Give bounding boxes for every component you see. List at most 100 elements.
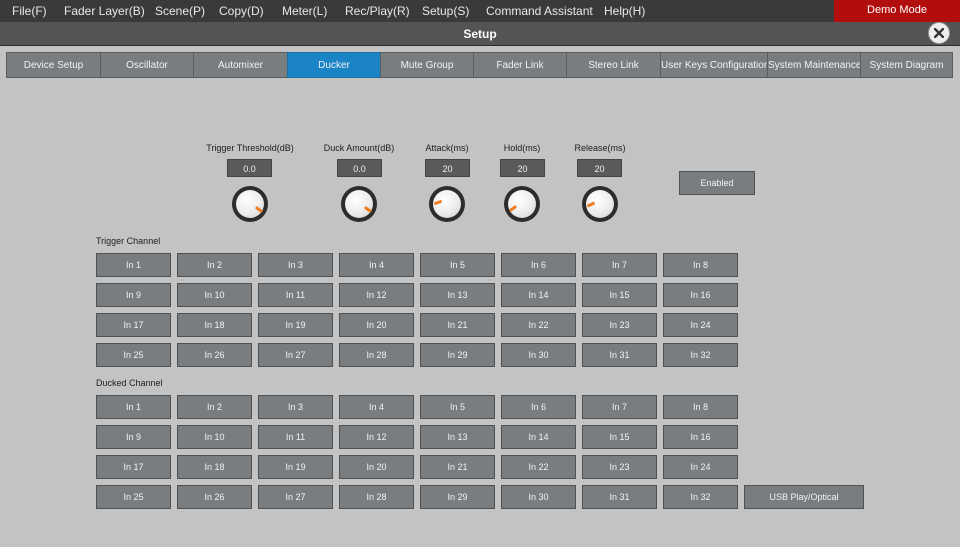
duck-amount-label: Duck Amount(dB) (323, 143, 395, 153)
release-value[interactable]: 20 (577, 159, 622, 177)
trigger-channel-button[interactable]: In 31 (582, 343, 657, 367)
menu-fader-layer[interactable]: Fader Layer(B) (64, 4, 145, 18)
tab-oscillator[interactable]: Oscillator (100, 52, 193, 78)
ducked-channel-button[interactable]: In 7 (582, 395, 657, 419)
trigger-channel-button[interactable]: In 27 (258, 343, 333, 367)
trigger-channel-button[interactable]: In 14 (501, 283, 576, 307)
trigger-channel-button[interactable]: In 16 (663, 283, 738, 307)
ducked-channel-button[interactable]: In 8 (663, 395, 738, 419)
ducked-channel-button[interactable]: In 29 (420, 485, 495, 509)
ducked-channel-button[interactable]: In 17 (96, 455, 171, 479)
hold-value[interactable]: 20 (500, 159, 545, 177)
trigger-channel-button[interactable]: In 15 (582, 283, 657, 307)
tab-user-keys-configuration[interactable]: User Keys Configuration (660, 52, 769, 78)
trigger-threshold-value[interactable]: 0.0 (227, 159, 272, 177)
trigger-channel-button[interactable]: In 17 (96, 313, 171, 337)
trigger-channel-button[interactable]: In 23 (582, 313, 657, 337)
ducked-channel-button[interactable]: In 4 (339, 395, 414, 419)
ducked-channel-button[interactable]: In 9 (96, 425, 171, 449)
trigger-channel-button[interactable]: In 19 (258, 313, 333, 337)
tab-system-diagram[interactable]: System Diagram (860, 52, 953, 78)
trigger-channel-button[interactable]: In 3 (258, 253, 333, 277)
hold-knob[interactable] (504, 186, 540, 222)
ducked-channel-button[interactable]: In 27 (258, 485, 333, 509)
trigger-channel-button[interactable]: In 2 (177, 253, 252, 277)
trigger-channel-button[interactable]: In 5 (420, 253, 495, 277)
close-button[interactable] (928, 22, 950, 44)
ducked-channel-button[interactable]: In 25 (96, 485, 171, 509)
knob-cap (508, 190, 536, 218)
trigger-channel-button[interactable]: In 21 (420, 313, 495, 337)
trigger-channel-button[interactable]: In 22 (501, 313, 576, 337)
release-knob[interactable] (582, 186, 618, 222)
trigger-channel-button[interactable]: In 11 (258, 283, 333, 307)
trigger-channel-button[interactable]: In 9 (96, 283, 171, 307)
trigger-channel-button[interactable]: In 30 (501, 343, 576, 367)
knob-cap (236, 190, 264, 218)
attack-value[interactable]: 20 (425, 159, 470, 177)
trigger-channel-button[interactable]: In 29 (420, 343, 495, 367)
menu-meter[interactable]: Meter(L) (282, 4, 328, 18)
trigger-channel-button[interactable]: In 20 (339, 313, 414, 337)
menu-scene[interactable]: Scene(P) (155, 4, 206, 18)
tab-mute-group[interactable]: Mute Group (380, 52, 473, 78)
ducked-channel-button[interactable]: In 22 (501, 455, 576, 479)
trigger-channel-button[interactable]: In 13 (420, 283, 495, 307)
tab-fader-link[interactable]: Fader Link (473, 52, 566, 78)
tab-automixer[interactable]: Automixer (193, 52, 287, 78)
tab-stereo-link[interactable]: Stereo Link (566, 52, 660, 78)
ducked-channel-button[interactable]: In 3 (258, 395, 333, 419)
usb-play-optical-button[interactable]: USB Play/Optical (744, 485, 864, 509)
trigger-channel-button[interactable]: In 18 (177, 313, 252, 337)
ducked-channel-button[interactable]: In 1 (96, 395, 171, 419)
trigger-channel-button[interactable]: In 12 (339, 283, 414, 307)
trigger-channel-button[interactable]: In 26 (177, 343, 252, 367)
ducked-channel-button[interactable]: In 10 (177, 425, 252, 449)
menu-setup[interactable]: Setup(S) (422, 4, 470, 18)
ducked-channel-button[interactable]: In 11 (258, 425, 333, 449)
ducked-channel-button[interactable]: In 5 (420, 395, 495, 419)
ducked-channel-button[interactable]: In 23 (582, 455, 657, 479)
tab-ducker[interactable]: Ducker (287, 52, 380, 78)
trigger-threshold-knob[interactable] (232, 186, 268, 222)
attack-knob[interactable] (429, 186, 465, 222)
trigger-channel-button[interactable]: In 7 (582, 253, 657, 277)
ducked-channel-button[interactable]: In 12 (339, 425, 414, 449)
ducked-channel-button[interactable]: In 20 (339, 455, 414, 479)
ducked-channel-button[interactable]: In 24 (663, 455, 738, 479)
ducked-channel-button[interactable]: In 19 (258, 455, 333, 479)
ducked-channel-button[interactable]: In 16 (663, 425, 738, 449)
trigger-channel-button[interactable]: In 25 (96, 343, 171, 367)
enabled-button[interactable]: Enabled (679, 171, 755, 195)
trigger-channel-button[interactable]: In 10 (177, 283, 252, 307)
ducked-channel-button[interactable]: In 13 (420, 425, 495, 449)
ducked-channel-button[interactable]: In 28 (339, 485, 414, 509)
menu-help[interactable]: Help(H) (604, 4, 646, 18)
ducked-channel-button[interactable]: In 21 (420, 455, 495, 479)
ducked-channel-button[interactable]: In 31 (582, 485, 657, 509)
tab-device-setup[interactable]: Device Setup (6, 52, 100, 78)
trigger-channel-button[interactable]: In 28 (339, 343, 414, 367)
tab-system-maintenance[interactable]: System Maintenance (767, 52, 861, 78)
ducked-channel-button[interactable]: In 26 (177, 485, 252, 509)
ducked-channel-button[interactable]: In 32 (663, 485, 738, 509)
trigger-channel-button[interactable]: In 24 (663, 313, 738, 337)
ducked-channel-button[interactable]: In 15 (582, 425, 657, 449)
menu-rec-play[interactable]: Rec/Play(R) (345, 4, 410, 18)
ducked-channel-button[interactable]: In 30 (501, 485, 576, 509)
ducked-channel-button[interactable]: In 14 (501, 425, 576, 449)
trigger-channel-button[interactable]: In 1 (96, 253, 171, 277)
menu-command-assistant[interactable]: Command Assistant (486, 4, 593, 18)
trigger-channel-button[interactable]: In 8 (663, 253, 738, 277)
menu-copy[interactable]: Copy(D) (219, 4, 264, 18)
duck-amount-knob[interactable] (341, 186, 377, 222)
knob-cap (345, 190, 373, 218)
ducked-channel-button[interactable]: In 2 (177, 395, 252, 419)
trigger-channel-button[interactable]: In 32 (663, 343, 738, 367)
trigger-channel-button[interactable]: In 4 (339, 253, 414, 277)
trigger-channel-button[interactable]: In 6 (501, 253, 576, 277)
ducked-channel-button[interactable]: In 6 (501, 395, 576, 419)
menu-file[interactable]: File(F) (12, 4, 47, 18)
duck-amount-value[interactable]: 0.0 (337, 159, 382, 177)
ducked-channel-button[interactable]: In 18 (177, 455, 252, 479)
